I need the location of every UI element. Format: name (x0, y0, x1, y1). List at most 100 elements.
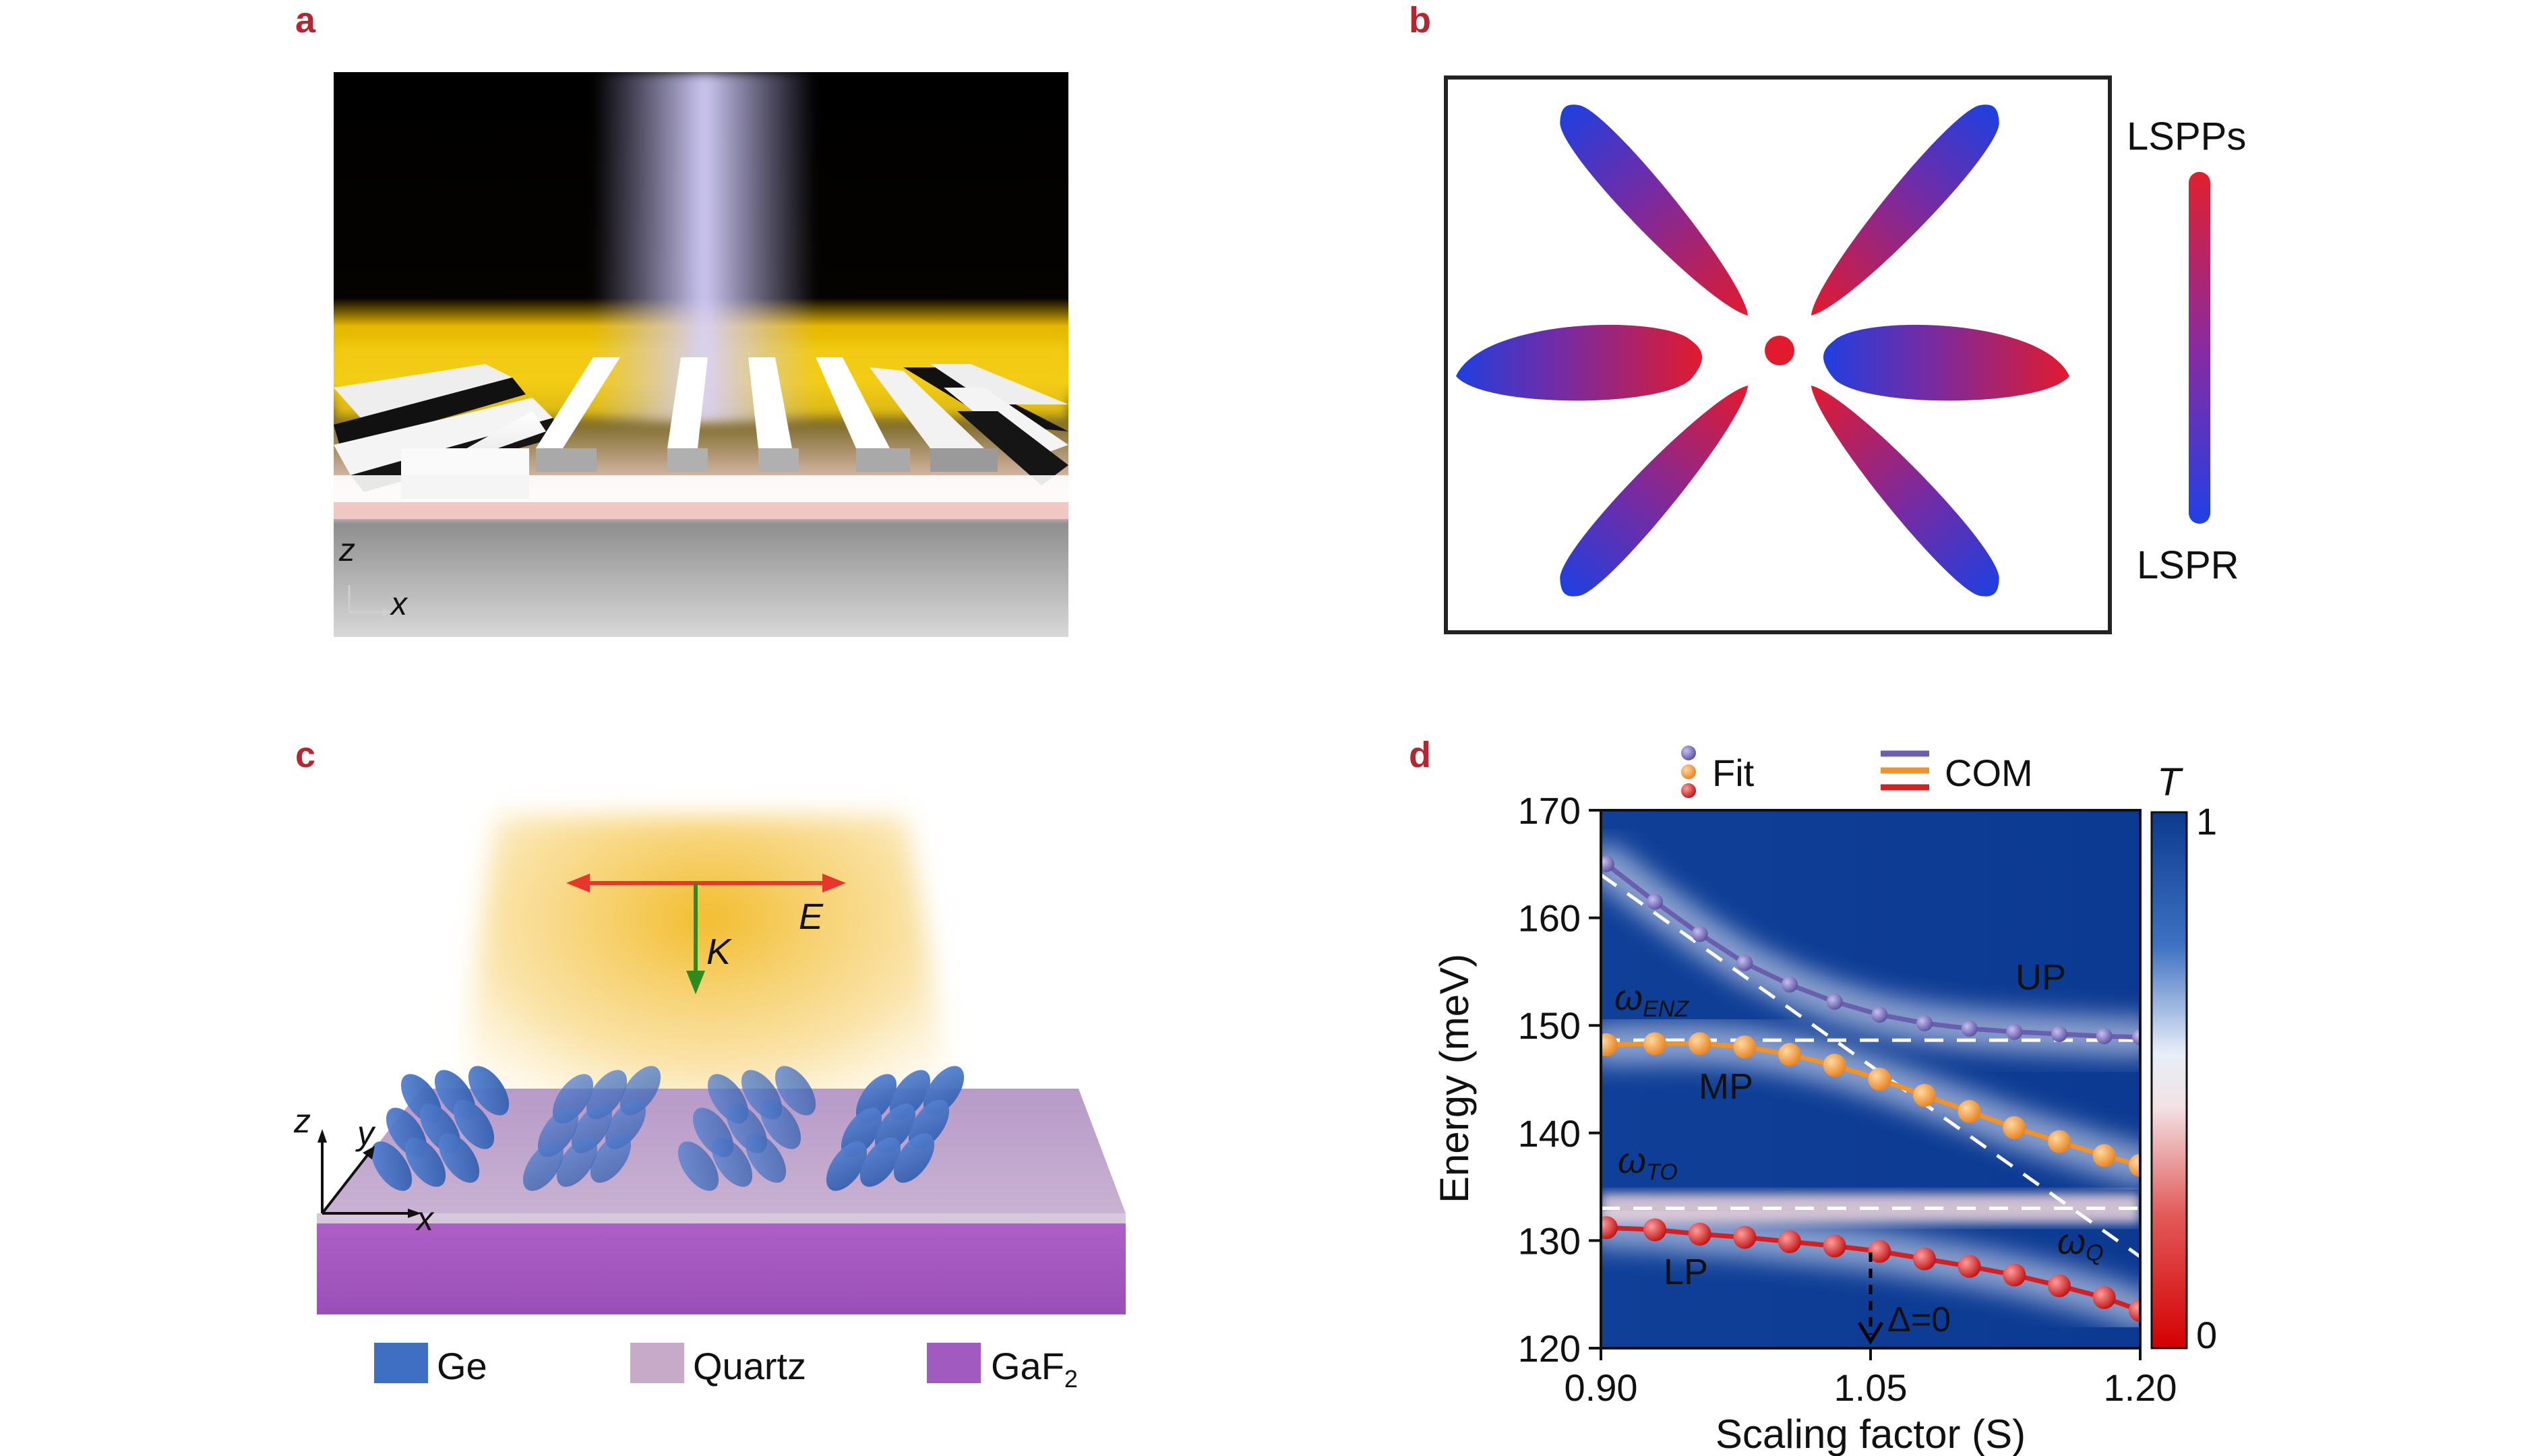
legend-com-label: COM (1945, 752, 2033, 794)
colorbar-title: T (2157, 760, 2183, 804)
fit-point-lp (1601, 1216, 1618, 1240)
x-tick-label: 0.90 (1565, 1366, 1638, 1409)
fit-point-up (2096, 1028, 2113, 1045)
fit-point-up (1826, 994, 1843, 1010)
ge-resonator (893, 1133, 935, 1183)
k-vector-label: K (706, 932, 732, 972)
ge-resonator (760, 1099, 801, 1149)
mode-label-mp: MP (1699, 1066, 1753, 1107)
panel-b: b LSPPs LSPR (1409, 0, 2246, 634)
material-legend: Ge Quartz GaF2 (374, 1343, 1078, 1393)
fit-point-up (1916, 1015, 1933, 1032)
e-field-label: E (799, 897, 824, 937)
fit-point-mp (1913, 1083, 1936, 1107)
omega-enz-label: ωENZ (1614, 977, 1689, 1022)
legend-sub-gaf2: 2 (1064, 1365, 1078, 1393)
y-tick-label: 150 (1518, 1004, 1581, 1047)
ge-resonator (711, 1137, 753, 1187)
delta-label: Δ=0 (1887, 1300, 1951, 1339)
fit-point-lp (1958, 1254, 1981, 1278)
fit-point-mp (1958, 1099, 1981, 1123)
fit-point-lp (1643, 1218, 1666, 1242)
fit-point-mp (1688, 1032, 1711, 1056)
lobe-left (1456, 324, 1702, 401)
fit-point-lp (2092, 1285, 2116, 1309)
legend-label-gaf2: GaF2 (991, 1345, 1078, 1393)
panel-letter-c: c (295, 735, 315, 775)
fit-point-mp (1823, 1054, 1846, 1077)
ge-resonator (775, 1066, 816, 1116)
x-tick-label: 1.20 (2104, 1366, 2177, 1409)
x-axis-title: Scaling factor (S) (1716, 1412, 2026, 1456)
quartz-side (317, 1213, 1126, 1223)
fit-point-up (2006, 1023, 2023, 1040)
fit-point-up (1736, 954, 1753, 971)
panel-d: d Fit COM Δ=0 UP MP LP ωENZ ωTO (1409, 735, 2217, 1456)
fit-point-up (1647, 893, 1663, 910)
fit-points (1601, 855, 2140, 1323)
y-tick-label: 130 (1518, 1219, 1581, 1262)
omega-to-label: ωTO (1618, 1141, 1678, 1185)
lobe-lower-left (1560, 386, 1749, 597)
ge-resonator (522, 1141, 564, 1191)
ge-resonator (438, 1133, 480, 1183)
legend-label-quartz: Quartz (693, 1345, 806, 1387)
scale-bottom-label: LSPR (2137, 543, 2239, 587)
fit-point-mp (1778, 1043, 1801, 1066)
lsp-scale-bar (2189, 172, 2210, 524)
fit-point-mp (1733, 1035, 1757, 1059)
fit-point-up (1961, 1020, 1978, 1037)
colorbar-gradient (2150, 811, 2188, 1349)
mode-label-up: UP (2015, 957, 2066, 998)
ge-resonator (745, 1133, 787, 1183)
legend-swatch-gaf2 (927, 1343, 981, 1383)
fit-point-lp (2048, 1274, 2071, 1298)
fit-point-up (1691, 926, 1708, 942)
fit-point-mp (1643, 1032, 1666, 1056)
y-tick-label: 170 (1518, 789, 1581, 832)
panel-letter-a: a (295, 0, 316, 40)
ge-resonator (590, 1133, 632, 1183)
y-tick-label: 120 (1518, 1327, 1581, 1370)
ge-resonator (826, 1141, 868, 1191)
ge-resonator (371, 1141, 413, 1191)
fit-point-mp (2129, 1153, 2140, 1177)
legend-swatch-quartz (630, 1343, 684, 1383)
plot-legend: Fit COM (1681, 746, 2033, 798)
ge-resonator (859, 1137, 901, 1187)
grating-bars (334, 357, 1068, 499)
omega-q-label: ωQ (2057, 1221, 2104, 1266)
colorbar: T 1 0 (2150, 760, 2217, 1356)
axis-label-x-c: x (415, 1200, 435, 1238)
grating-illustration (334, 72, 1068, 637)
legend-fit-label: Fit (1712, 752, 1755, 794)
ge-resonator-array (371, 1066, 965, 1191)
fit-point-lp (2003, 1263, 2026, 1287)
axis-label-y-c: y (355, 1114, 376, 1152)
plot-area: Δ=0 UP MP LP ωENZ ωTO ωQ (1601, 810, 2140, 1348)
fit-point-mp (2048, 1130, 2071, 1153)
fit-point-mp (2003, 1116, 2026, 1139)
center-dot (1765, 336, 1794, 365)
y-tick-label: 160 (1518, 897, 1581, 940)
gaf2-slab (317, 1223, 1126, 1314)
fit-point-lp (1778, 1230, 1801, 1253)
ge-resonator (453, 1099, 495, 1149)
ge-resonator (556, 1137, 598, 1187)
fit-point-lp (1868, 1240, 1891, 1263)
omega-q-line (1601, 873, 2140, 1258)
fit-point-lp (1823, 1234, 1846, 1258)
fit-point-mp (2092, 1144, 2116, 1167)
legend-swatch-ge (374, 1343, 428, 1383)
metasurface-stack (317, 1066, 1126, 1314)
lobe-lower-right (1811, 386, 1999, 597)
legend-label-ge: Ge (437, 1345, 487, 1387)
y-axis-title: Energy (meV) (1432, 954, 1477, 1203)
fit-point-lp (1913, 1247, 1936, 1271)
axis-triad-c: z y x (293, 1102, 435, 1238)
fit-point-up (1871, 1006, 1888, 1023)
axis-triad-a: z x (338, 533, 408, 622)
fit-point-mp (1601, 1033, 1618, 1056)
delta-arrowhead (1857, 1321, 1884, 1345)
